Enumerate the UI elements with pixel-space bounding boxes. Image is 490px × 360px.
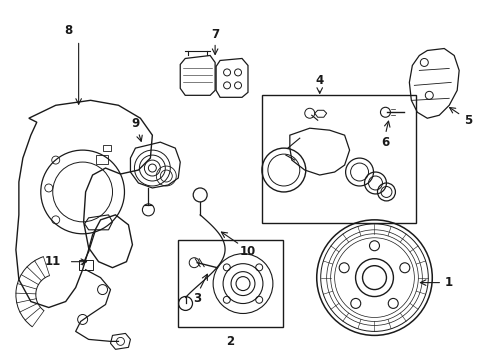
Bar [102,145,111,151]
Text: 2: 2 [226,335,234,348]
Bar [178,240,283,328]
Text: 4: 4 [316,74,324,87]
Text: 9: 9 [131,117,140,130]
Text: 6: 6 [381,136,390,149]
Text: 7: 7 [211,28,219,41]
Text: 3: 3 [193,292,201,305]
Text: 1: 1 [445,276,453,289]
Text: 5: 5 [464,114,472,127]
Text: 8: 8 [65,24,73,37]
Bar [262,95,416,223]
Bar [96,155,107,164]
Text: 10: 10 [240,245,256,258]
Text: 11: 11 [45,255,61,268]
Bar [78,260,93,270]
